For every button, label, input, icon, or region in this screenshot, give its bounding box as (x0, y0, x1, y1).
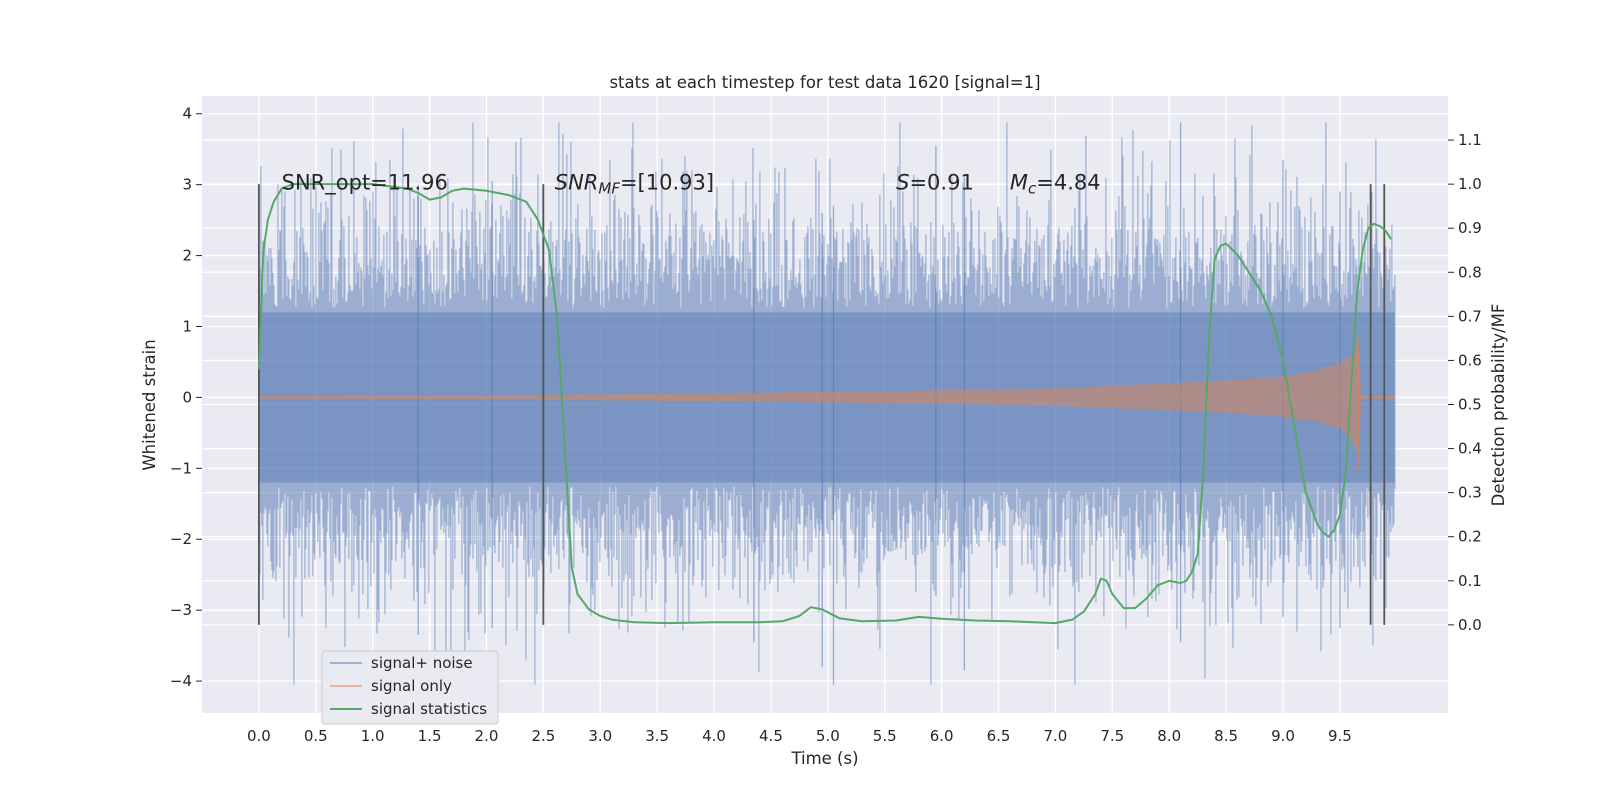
y-right-tick-label: 1.0 (1458, 175, 1482, 193)
marker-lines (257, 184, 1386, 625)
y-right-tick-label: 0.6 (1458, 351, 1482, 369)
legend-box (321, 650, 499, 725)
x-tick-label: 9.5 (1328, 727, 1352, 745)
x-tick-label: 8.5 (1214, 727, 1238, 745)
legend: signal+ noise signal only signal statist… (321, 650, 499, 725)
legend-label-signal-only: signal only (371, 677, 452, 695)
y-right-tick-label: 0.5 (1458, 396, 1482, 414)
annotation-text: SNRMF=[10.93] (555, 171, 714, 198)
x-tick-label: 8.0 (1157, 727, 1181, 745)
x-tick-label: 9.0 (1271, 727, 1295, 745)
y-left-tick-label: −1 (170, 459, 192, 477)
y-left-tick-label: 4 (182, 105, 192, 123)
annotation-text: Mc=4.84 (1010, 171, 1101, 198)
x-tick-label: 2.0 (475, 727, 499, 745)
chart-title: stats at each timestep for test data 162… (609, 73, 1040, 92)
y-right-tick-label: 0.0 (1458, 616, 1482, 634)
x-tick-label: 4.0 (702, 727, 726, 745)
x-tick-label: 5.0 (816, 727, 840, 745)
y-right-tick-label: 0.3 (1458, 484, 1482, 502)
x-tick-label: 5.5 (873, 727, 897, 745)
y-right-tick-label: 0.4 (1458, 440, 1482, 458)
y-left-tick-label: −4 (170, 672, 192, 690)
annotation-text: S=0.91 (896, 171, 974, 195)
x-axis-label: Time (s) (790, 749, 858, 768)
legend-label-signal-statistics: signal statistics (371, 700, 487, 718)
y-left-tick-label: −3 (170, 601, 192, 619)
x-tick-label: 4.5 (759, 727, 783, 745)
y-left-tick-label: −2 (170, 530, 192, 548)
y-right-tick-label: 1.1 (1458, 131, 1482, 149)
x-tick-label: 1.0 (361, 727, 385, 745)
x-tick-label: 6.5 (987, 727, 1011, 745)
y-left-tick-label: 0 (182, 388, 192, 406)
x-tick-label: 7.0 (1043, 727, 1067, 745)
y-left-tick-label: 3 (182, 176, 192, 194)
text-labels: 0.0 0.5 1.0 1.5 2.0 2.5 3.0 3.5 4.0 4.5 5.0 5.5 6.0 6… (170, 105, 1482, 745)
x-tick-label: 3.0 (588, 727, 612, 745)
y-left-tick-label: 2 (182, 247, 192, 265)
y-right-tick-label: 0.7 (1458, 307, 1482, 325)
series-signal-statistics (257, 183, 1392, 625)
y-axis-label-left: Whitened strain (140, 339, 159, 470)
x-tick-label: 7.5 (1100, 727, 1124, 745)
x-tick-label: 1.5 (418, 727, 442, 745)
x-tick-label: 0.0 (247, 727, 271, 745)
x-tick-label: 0.5 (304, 727, 328, 745)
statistics-line (257, 183, 1392, 625)
y-right-tick-label: 0.9 (1458, 219, 1482, 237)
y-right-tick-label: 0.1 (1458, 572, 1482, 590)
x-tick-label: 3.5 (645, 727, 669, 745)
legend-label-signal-noise: signal+ noise (371, 654, 473, 672)
y-left-tick-label: 1 (182, 317, 192, 335)
annotation-text: SNR_opt=11.96 (282, 171, 448, 196)
y-right-tick-label: 0.2 (1458, 528, 1482, 546)
x-tick-label: 2.5 (531, 727, 555, 745)
series-signal-only (258, 337, 1395, 472)
x-tick-label: 6.0 (930, 727, 954, 745)
y-right-tick-label: 0.8 (1458, 263, 1482, 281)
y-axis-label-right: Detection probability/MF (1489, 304, 1508, 507)
